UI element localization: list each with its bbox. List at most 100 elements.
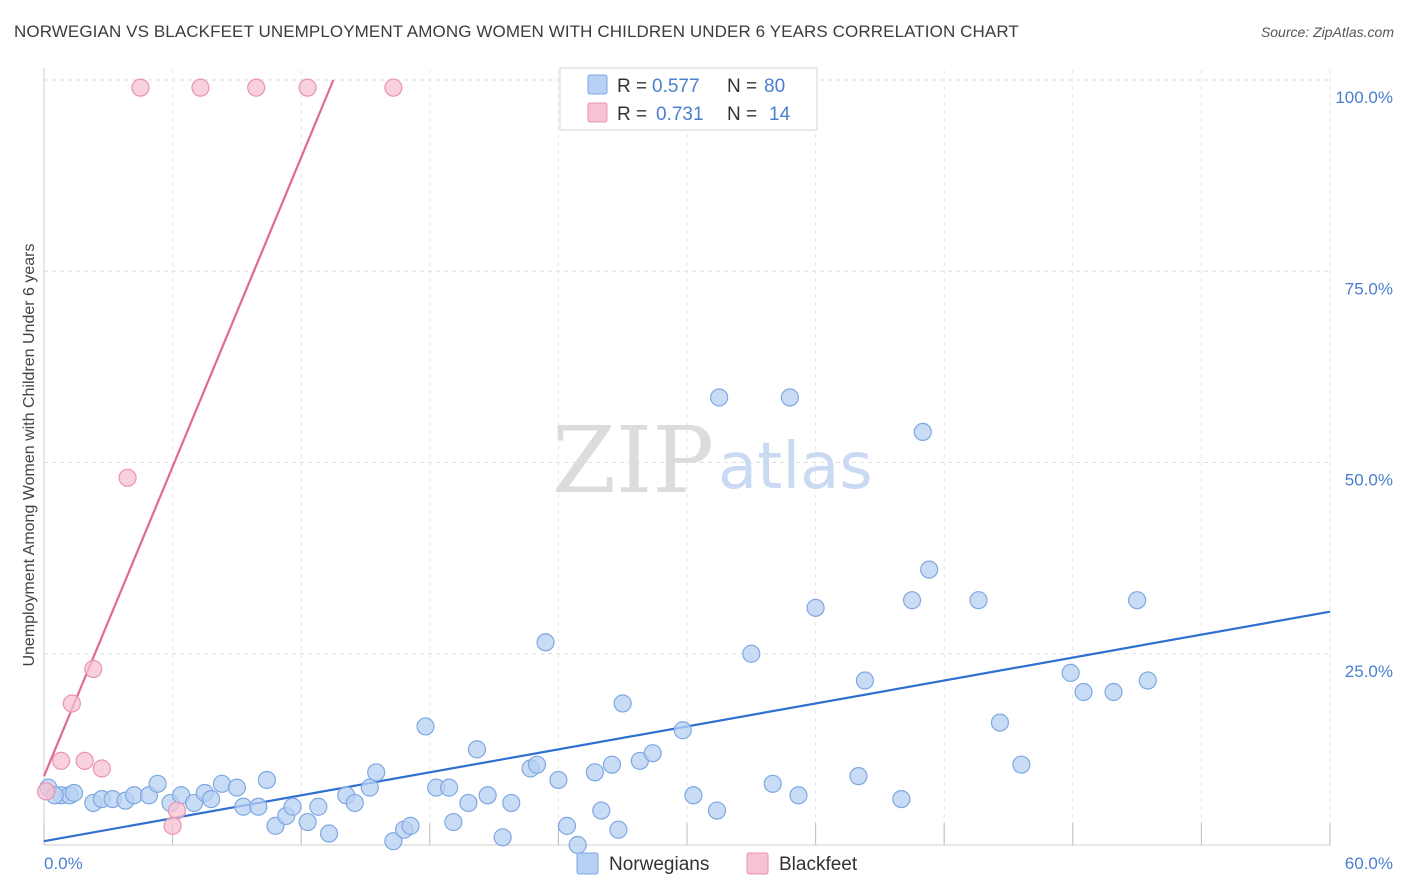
- norwegians-point: [1012, 755, 1031, 774]
- blackfeet-point: [118, 468, 137, 487]
- norwegians-point: [707, 801, 727, 820]
- blackfeet-point: [37, 782, 56, 801]
- norwegians-point: [806, 598, 825, 617]
- y-tick-label: 25.0%: [1345, 662, 1393, 681]
- norwegians-point: [602, 755, 622, 774]
- norwegians-point: [1074, 682, 1093, 702]
- norwegians-point: [568, 835, 587, 855]
- blackfeet-point: [92, 759, 111, 778]
- series-label-blackfeet: Blackfeet: [779, 854, 858, 875]
- blackfeet-point: [84, 659, 103, 679]
- norwegians-point: [789, 786, 808, 805]
- norwegians-point: [673, 721, 692, 740]
- norwegians-point: [609, 820, 628, 839]
- norwegians-point: [467, 740, 487, 759]
- legend-r-label-blackfeet: R =: [617, 104, 647, 125]
- watermark-zip: ZIP: [552, 407, 714, 514]
- norwegians-point: [585, 763, 604, 782]
- norwegians-point: [643, 744, 662, 763]
- norwegians-point: [1138, 671, 1157, 690]
- blackfeet-point: [75, 751, 94, 770]
- norwegians-point: [849, 767, 868, 786]
- norwegians-point: [1061, 663, 1080, 682]
- legend-r-label-norwegians: R =: [617, 76, 647, 97]
- x-tick-labels: 0.0% 60.0%: [44, 854, 1393, 873]
- axes: [43, 68, 1331, 846]
- source-credit: Source: ZipAtlas.com: [1260, 24, 1394, 40]
- norwegians-point: [459, 793, 478, 813]
- series-swatch-blackfeet: [746, 852, 769, 875]
- legend-r-value-blackfeet: 0.731: [656, 104, 704, 125]
- norwegians-point: [64, 783, 84, 803]
- norwegians-point: [549, 770, 568, 790]
- watermark: ZIP atlas: [552, 407, 873, 514]
- norwegians-point: [990, 713, 1010, 732]
- norwegians-point: [557, 816, 577, 835]
- norwegians-point: [283, 797, 302, 816]
- norwegians-point: [710, 388, 729, 407]
- blackfeet-point: [131, 78, 150, 97]
- norwegians-point: [892, 789, 911, 809]
- blackfeet-point: [167, 801, 186, 820]
- norwegians-point: [360, 778, 379, 797]
- legend-n-value-norwegians: 80: [764, 76, 785, 97]
- norwegians-point: [439, 778, 459, 797]
- norwegians-point: [257, 770, 277, 790]
- blackfeet-point: [384, 78, 403, 97]
- y-tick-label: 75.0%: [1345, 279, 1393, 298]
- blackfeet-point: [163, 816, 182, 835]
- norwegians-point: [613, 694, 632, 713]
- blackfeet-point: [62, 694, 81, 713]
- norwegians-point: [684, 786, 703, 805]
- blackfeet-point: [191, 78, 210, 97]
- series-swatch-norwegians: [576, 852, 599, 875]
- legend-swatch-blackfeet: [587, 102, 608, 123]
- y-tick-labels: 25.0% 50.0% 75.0% 100.0%: [1335, 88, 1393, 681]
- norwegians-point: [855, 671, 874, 690]
- norwegians-point: [536, 633, 555, 652]
- norwegians-point: [920, 560, 939, 579]
- series-legend: Norwegians Blackfeet: [576, 852, 858, 875]
- series-label-norwegians: Norwegians: [609, 854, 709, 875]
- norwegians-point: [592, 801, 611, 820]
- legend-r-value-norwegians: 0.577: [652, 76, 700, 97]
- norwegians-point: [212, 774, 231, 793]
- norwegians-point: [298, 812, 317, 832]
- x-tick-label: 60.0%: [1345, 854, 1393, 873]
- norwegians-point: [148, 774, 167, 793]
- watermark-atlas: atlas: [718, 430, 873, 504]
- blackfeet-point: [247, 78, 266, 97]
- legend-swatch-norwegians: [587, 74, 608, 95]
- x-tick-label: 0.0%: [44, 854, 83, 873]
- norwegians-point: [227, 778, 246, 797]
- norwegians-point: [401, 816, 420, 835]
- norwegians-point: [913, 422, 932, 441]
- norwegians-point: [249, 797, 268, 816]
- norwegians-point: [502, 793, 521, 813]
- norwegians-point: [527, 755, 547, 774]
- blackfeet-point: [52, 751, 71, 770]
- norwegians-point: [444, 812, 463, 832]
- y-tick-label: 100.0%: [1335, 88, 1393, 107]
- data-points: [37, 78, 1157, 855]
- norwegians-point: [493, 828, 512, 847]
- norwegians-point: [780, 388, 799, 407]
- norwegians-point: [742, 644, 761, 663]
- y-tick-label: 50.0%: [1345, 471, 1393, 490]
- norwegians-point: [1104, 682, 1123, 702]
- norwegians-point: [202, 789, 221, 809]
- legend-n-label-blackfeet: N =: [727, 104, 757, 125]
- norwegians-point: [969, 591, 988, 610]
- legend-n-value-blackfeet: 14: [769, 104, 791, 125]
- blackfeet-point: [298, 78, 317, 97]
- norwegians-point: [416, 717, 435, 736]
- chart-title: NORWEGIAN VS BLACKFEET UNEMPLOYMENT AMON…: [14, 22, 1019, 41]
- norwegians-point: [367, 763, 386, 782]
- correlation-legend: R = 0.577 N = 80 R = 0.731 N = 14: [559, 67, 818, 131]
- norwegians-point: [478, 786, 497, 805]
- norwegians-point: [319, 824, 339, 843]
- norwegians-point: [1127, 591, 1147, 610]
- norwegians-point: [902, 591, 922, 610]
- legend-n-label-norwegians: N =: [727, 76, 757, 97]
